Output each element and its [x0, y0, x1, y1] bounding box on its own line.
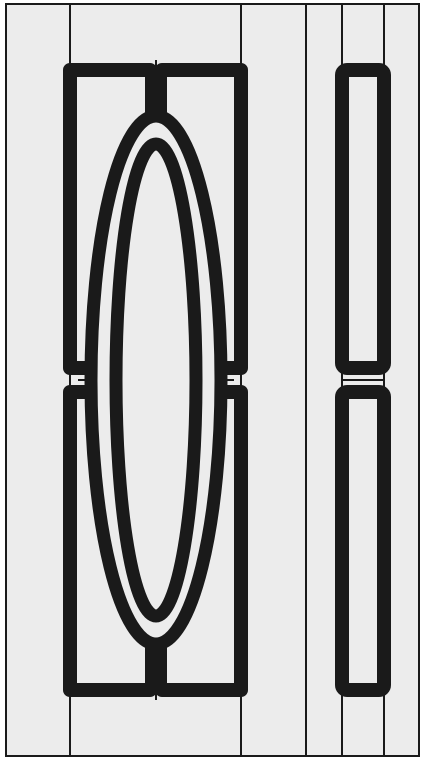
sidelight: [305, 3, 420, 757]
sidelight-glass-top: [335, 63, 391, 375]
door: [5, 3, 307, 757]
oval-inner-ring: [109, 137, 203, 623]
sidelight-glass-bottom: [335, 385, 391, 697]
